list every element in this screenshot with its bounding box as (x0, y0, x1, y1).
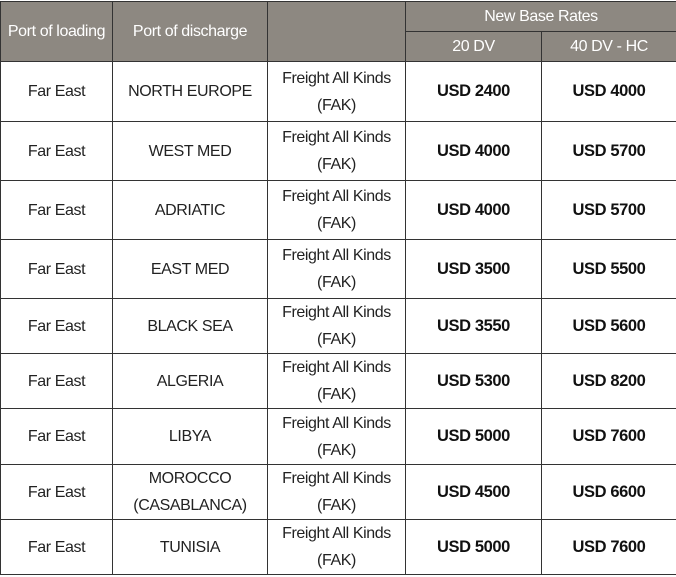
cell-rate-40dvhc: USD 5600 (542, 299, 676, 354)
cell-port-of-discharge: MOROCCO (CASABLANCA) (113, 465, 268, 520)
cell-port-of-discharge: LIBYA (113, 409, 268, 465)
cell-port-of-loading: Far East (1, 181, 113, 240)
cell-rate-20dv: USD 5000 (406, 520, 542, 575)
cell-commodity: Freight All Kinds (FAK) (268, 240, 406, 299)
cell-rate-40dvhc: USD 7600 (542, 520, 676, 575)
cell-port-of-discharge: NORTH EUROPE (113, 62, 268, 122)
cell-port-of-loading: Far East (1, 409, 113, 465)
header-port-of-loading: Port of loading (1, 2, 113, 62)
header-20dv: 20 DV (406, 32, 542, 62)
cell-rate-40dvhc: USD 5700 (542, 181, 676, 240)
cell-commodity: Freight All Kinds (FAK) (268, 354, 406, 409)
cell-rate-40dvhc: USD 6600 (542, 465, 676, 520)
cell-rate-20dv: USD 2400 (406, 62, 542, 122)
cell-commodity: Freight All Kinds (FAK) (268, 181, 406, 240)
cell-rate-20dv: USD 4500 (406, 465, 542, 520)
cell-rate-40dvhc: USD 8200 (542, 354, 676, 409)
cell-port-of-discharge: TUNISIA (113, 520, 268, 575)
cell-port-of-discharge: ADRIATIC (113, 181, 268, 240)
cell-commodity: Freight All Kinds (FAK) (268, 520, 406, 575)
cell-rate-20dv: USD 3550 (406, 299, 542, 354)
cell-commodity: Freight All Kinds (FAK) (268, 465, 406, 520)
cell-rate-40dvhc: USD 4000 (542, 62, 676, 122)
cell-rate-20dv: USD 4000 (406, 181, 542, 240)
cell-commodity: Freight All Kinds (FAK) (268, 299, 406, 354)
cell-rate-20dv: USD 5300 (406, 354, 542, 409)
cell-port-of-loading: Far East (1, 122, 113, 181)
cell-commodity: Freight All Kinds (FAK) (268, 62, 406, 122)
header-commodity (268, 2, 406, 62)
cell-port-of-discharge: EAST MED (113, 240, 268, 299)
cell-rate-20dv: USD 3500 (406, 240, 542, 299)
cell-rate-20dv: USD 4000 (406, 122, 542, 181)
cell-commodity: Freight All Kinds (FAK) (268, 122, 406, 181)
cell-port-of-discharge: BLACK SEA (113, 299, 268, 354)
cell-port-of-loading: Far East (1, 299, 113, 354)
cell-commodity: Freight All Kinds (FAK) (268, 409, 406, 465)
cell-port-of-loading: Far East (1, 520, 113, 575)
cell-port-of-loading: Far East (1, 354, 113, 409)
header-40dvhc: 40 DV - HC (542, 32, 676, 62)
cell-rate-20dv: USD 5000 (406, 409, 542, 465)
cell-rate-40dvhc: USD 5700 (542, 122, 676, 181)
cell-port-of-discharge: WEST MED (113, 122, 268, 181)
cell-port-of-discharge: ALGERIA (113, 354, 268, 409)
cell-port-of-loading: Far East (1, 465, 113, 520)
cell-rate-40dvhc: USD 5500 (542, 240, 676, 299)
cell-rate-40dvhc: USD 7600 (542, 409, 676, 465)
header-new-base-rates: New Base Rates (406, 2, 676, 32)
header-port-of-discharge: Port of discharge (113, 2, 268, 62)
cell-port-of-loading: Far East (1, 62, 113, 122)
cell-port-of-loading: Far East (1, 240, 113, 299)
